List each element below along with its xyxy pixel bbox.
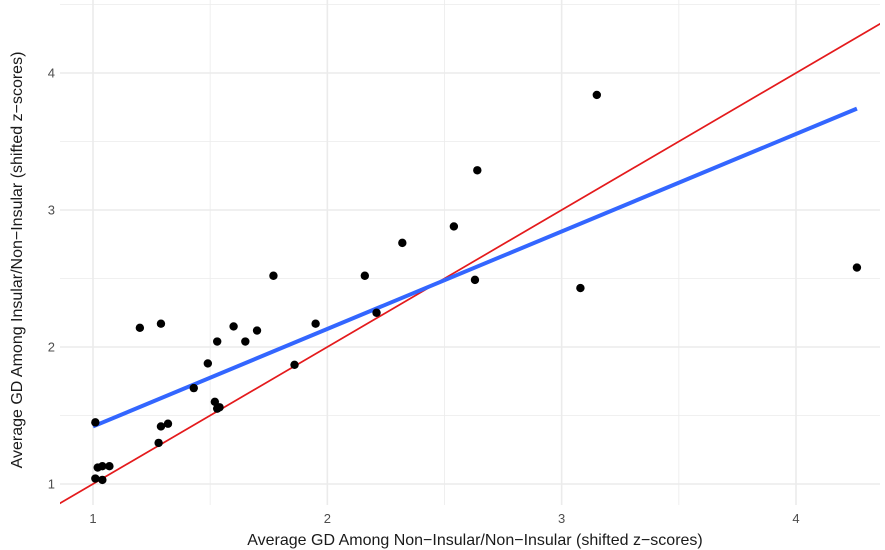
y-tick-label: 2	[48, 340, 55, 355]
data-point	[576, 283, 585, 293]
data-points	[91, 90, 862, 485]
data-point	[105, 461, 114, 471]
y-axis-title: Average GD Among Insular/Non−Insular (sh…	[9, 52, 26, 469]
data-point	[210, 397, 220, 406]
data-point	[203, 359, 213, 368]
y-tick-label: 1	[48, 477, 55, 492]
data-point	[156, 422, 166, 431]
y-tick-label: 3	[48, 203, 55, 218]
data-point	[154, 438, 163, 448]
data-point	[91, 418, 100, 427]
identity-line	[60, 22, 880, 505]
data-point	[252, 326, 262, 335]
data-point	[241, 337, 250, 346]
regression-line	[92, 106, 858, 429]
x-tick-label: 2	[324, 511, 331, 526]
data-point	[189, 383, 198, 393]
data-point	[156, 319, 166, 328]
reference-lines	[60, 22, 880, 505]
x-tick-label: 4	[792, 511, 799, 526]
data-point	[290, 360, 299, 370]
data-point	[852, 263, 862, 272]
data-point	[215, 403, 224, 412]
data-point	[229, 322, 238, 331]
data-point	[212, 337, 222, 346]
data-point	[311, 319, 320, 328]
y-tick-label: 4	[48, 66, 55, 81]
x-axis-title: Average GD Among Non−Insular/Non−Insular…	[247, 532, 703, 549]
data-point	[98, 461, 107, 471]
data-point	[98, 475, 107, 485]
data-point	[135, 323, 145, 333]
data-point	[473, 166, 482, 175]
minor-gridlines	[60, 0, 880, 505]
data-point	[592, 90, 602, 100]
x-tick-label: 3	[558, 511, 565, 526]
major-gridlines	[60, 0, 880, 505]
data-point	[372, 308, 381, 317]
data-point	[449, 222, 459, 231]
data-point	[398, 238, 407, 248]
x-tick-label: 1	[89, 511, 96, 526]
y-axis-tick-labels: 1 2 3 4	[48, 66, 55, 492]
data-point	[91, 474, 100, 483]
data-point	[163, 419, 173, 428]
data-point	[470, 275, 480, 285]
data-point	[269, 271, 278, 280]
x-axis-tick-labels: 1 2 3 4	[89, 511, 799, 526]
data-point	[360, 271, 370, 280]
